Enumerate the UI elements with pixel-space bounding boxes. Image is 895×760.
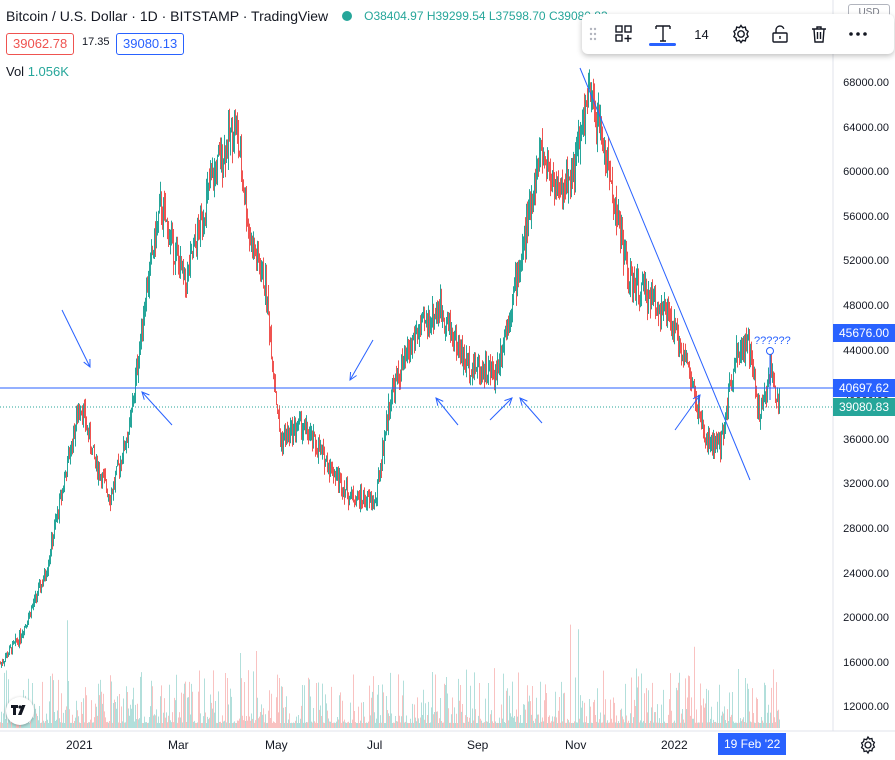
x-tick-label: Sep — [467, 738, 489, 752]
arrow-line — [435, 397, 459, 426]
sell-price[interactable]: 39062.78 — [6, 33, 75, 55]
hline-price-tag: 40697.62 — [833, 379, 895, 397]
lock-icon[interactable] — [760, 14, 799, 54]
arrow-head — [692, 394, 701, 403]
arrow-head — [519, 397, 528, 406]
market-status-icon — [342, 11, 353, 21]
y-tick-label: 56000.00 — [843, 210, 889, 223]
volume-legend: Vol 1.056K — [6, 64, 69, 79]
buy-price[interactable]: 39080.13 — [116, 33, 185, 55]
more-icon[interactable] — [838, 14, 877, 54]
spread-value: 17.35 — [82, 36, 110, 48]
drawing-toolbar: 14 — [582, 14, 894, 54]
arrow-line — [489, 397, 513, 421]
drawing-price-tag: 45676.00 — [833, 324, 895, 342]
y-tick-label: 60000.00 — [843, 166, 889, 179]
arrow-line — [61, 309, 91, 368]
last-price-tag: 39080.83 — [833, 398, 895, 416]
annotation-handle — [766, 347, 774, 355]
arrow-head — [435, 397, 444, 406]
trash-icon[interactable] — [799, 14, 838, 54]
drag-handle-icon[interactable] — [582, 14, 604, 54]
volume-label: Vol — [6, 64, 25, 79]
y-tick-label: 64000.00 — [843, 121, 889, 134]
x-tick-label: Mar — [168, 738, 189, 752]
y-tick-label: 68000.00 — [843, 77, 889, 89]
x-tick-label: 2022 — [661, 738, 688, 752]
x-tick-label: Nov — [565, 738, 587, 752]
y-tick-label: 48000.00 — [843, 300, 889, 312]
chart-settings-icon[interactable] — [858, 735, 878, 755]
arrow-line — [674, 394, 701, 431]
tradingview-logo-icon[interactable] — [6, 697, 34, 725]
arrow-head — [504, 397, 513, 406]
ohlc-values: O38404.97 H39299.54 L37598.70 C39080.83 — [364, 9, 608, 23]
arrow-head — [83, 358, 91, 369]
chart-legend: Bitcoin / U.S. Dollar · 1D · BITSTAMP · … — [6, 8, 608, 24]
settings-icon[interactable] — [721, 14, 760, 54]
arrow-head — [349, 371, 357, 381]
y-tick-label: 28000.00 — [843, 523, 889, 535]
add-drawing-icon[interactable] — [604, 14, 643, 54]
y-tick-label: 44000.00 — [843, 344, 889, 357]
cursor-date-tag: 19 Feb '22 — [718, 733, 787, 755]
font-size-button[interactable]: 14 — [694, 26, 709, 42]
y-tick-label: 16000.00 — [843, 656, 889, 669]
x-tick-label: Jul — [367, 738, 383, 752]
y-tick-label: 36000.00 — [843, 433, 889, 446]
y-tick-label: 20000.00 — [843, 612, 889, 625]
volume-value: 1.056K — [27, 64, 69, 79]
y-tick-label: 52000.00 — [843, 255, 889, 268]
x-tick-label: May — [265, 738, 288, 752]
y-tick-label: 12000.00 — [843, 701, 889, 714]
y-tick-label: 32000.00 — [843, 478, 889, 491]
arrow-head — [141, 391, 150, 400]
arrow-line — [141, 391, 173, 426]
text-annotation[interactable]: ?????? — [754, 335, 791, 347]
x-tick-label: 2021 — [66, 738, 93, 752]
symbol-title[interactable]: Bitcoin / U.S. Dollar · 1D · BITSTAMP · … — [6, 8, 329, 24]
arrow-line — [349, 339, 374, 381]
trend-line — [579, 67, 751, 481]
y-tick-label: 24000.00 — [843, 567, 889, 580]
arrow-line — [519, 397, 543, 424]
text-tool-icon[interactable] — [643, 14, 682, 54]
